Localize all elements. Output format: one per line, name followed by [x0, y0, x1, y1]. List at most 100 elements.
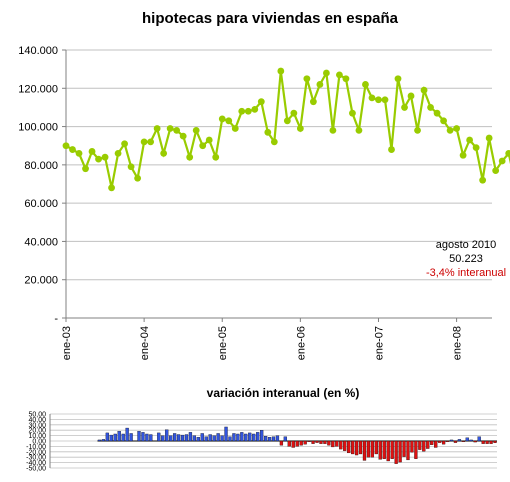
data-point [446, 126, 454, 134]
data-point [414, 126, 421, 134]
bar [97, 439, 102, 442]
bar [406, 440, 410, 461]
data-point [173, 126, 181, 134]
sub-y-tick-label: 0,00 [32, 439, 46, 446]
data-point [368, 94, 376, 102]
bar [461, 440, 466, 442]
bar [137, 431, 141, 442]
data-point [303, 75, 311, 83]
y-tick-label: 100.000 [18, 122, 58, 134]
sub-y-tick-label: -30,00 [26, 455, 46, 462]
data-point [342, 75, 350, 83]
data-point [394, 75, 402, 83]
data-point [296, 125, 304, 132]
bar [295, 440, 299, 447]
bar [248, 432, 252, 442]
data-point [466, 136, 474, 144]
bar [176, 434, 181, 442]
data-point [114, 149, 122, 157]
bar [335, 440, 339, 447]
bar [125, 427, 129, 442]
main-x-axis: ene-03ene-04ene-05ene-06ene-07ene-08ene-… [61, 317, 492, 360]
bar [493, 440, 497, 443]
data-point [88, 148, 96, 155]
bar [291, 440, 295, 448]
data-point [375, 96, 382, 104]
data-point [95, 155, 102, 163]
data-point [75, 149, 83, 157]
y-tick-label: 60.000 [24, 198, 58, 210]
bar [469, 439, 473, 442]
bar [117, 431, 121, 442]
data-point [179, 132, 187, 140]
x-tick-label: ene-07 [373, 326, 385, 360]
bar [390, 440, 394, 459]
data-point [199, 142, 207, 150]
data-point [472, 144, 480, 152]
data-point [329, 126, 337, 134]
bar [445, 440, 450, 442]
data-point [121, 140, 128, 148]
annotation-date: agosto 2010 [436, 239, 497, 251]
bar [303, 440, 307, 445]
data-point [160, 149, 168, 157]
bar [184, 434, 189, 442]
x-tick-label: ene-04 [139, 326, 151, 360]
data-point [498, 157, 506, 165]
y-tick-label: 20.000 [24, 275, 58, 287]
sub-grid [50, 413, 497, 469]
bar [485, 440, 489, 444]
sub-y-tick-label: -40,00 [26, 460, 46, 467]
bar [362, 440, 367, 461]
data-point [427, 104, 434, 111]
bar [343, 440, 347, 451]
bar [196, 437, 200, 442]
data-point [283, 117, 291, 125]
data-point [127, 163, 135, 171]
bar [382, 440, 386, 459]
data-point [264, 128, 272, 136]
data-point [459, 151, 467, 159]
main-series [62, 67, 510, 192]
bar [105, 432, 109, 442]
bar [354, 440, 359, 456]
bar [481, 440, 485, 444]
bar [165, 429, 169, 442]
bar [370, 440, 375, 458]
bar [489, 440, 493, 444]
data-point [453, 125, 460, 132]
bar [101, 439, 106, 442]
data-point [108, 184, 115, 192]
data-point [69, 146, 76, 153]
data-point [166, 125, 174, 132]
data-point [257, 98, 265, 106]
sub-y-tick-label: 30,00 [28, 422, 46, 429]
bar [473, 440, 477, 443]
data-point [231, 125, 239, 132]
sub-y-tick-label: 40,00 [28, 417, 46, 424]
bar [449, 439, 454, 442]
sub-y-tick-label: 50,00 [28, 412, 46, 419]
bar [441, 440, 446, 445]
data-point [192, 126, 200, 134]
bar [212, 435, 216, 442]
data-point [238, 107, 246, 115]
data-point [309, 98, 317, 106]
bar [347, 440, 351, 454]
bar [192, 435, 197, 442]
data-point [336, 71, 343, 79]
bar [465, 437, 469, 442]
bar [113, 433, 117, 442]
sub-y-tick-label: -20,00 [26, 449, 46, 456]
data-point [420, 86, 428, 94]
bar [299, 440, 303, 446]
data-point [277, 67, 285, 75]
bar [204, 436, 208, 442]
bar [414, 440, 418, 459]
bar [402, 440, 406, 457]
bar [244, 433, 248, 442]
bar [386, 440, 390, 462]
data-point [492, 167, 500, 175]
data-point [355, 126, 363, 134]
